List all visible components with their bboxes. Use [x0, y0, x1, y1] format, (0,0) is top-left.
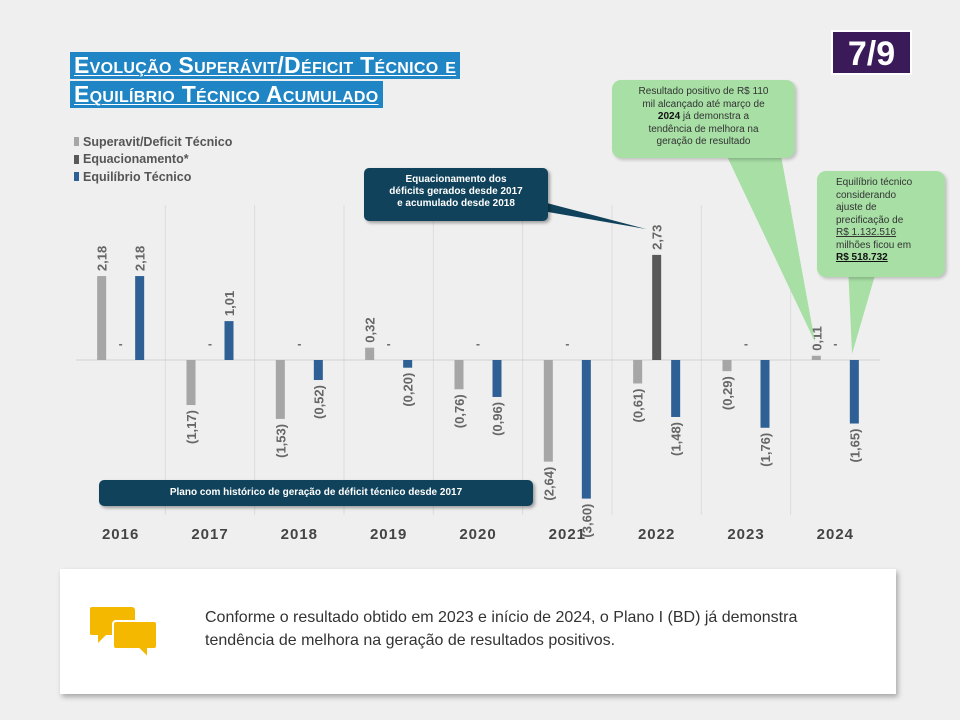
data-label: (1,53) — [273, 424, 288, 458]
x-tick-label: 2018 — [281, 526, 318, 543]
legend-swatch — [74, 154, 79, 164]
legend-swatch — [74, 172, 79, 182]
legend-label: Equilíbrio Técnico — [83, 169, 192, 184]
callout-historico: Plano com histórico de geração de défici… — [99, 480, 533, 506]
chat-bubbles-icon — [90, 607, 158, 661]
data-label: (1,17) — [184, 410, 199, 444]
conclusion-box: Conforme o resultado obtido em 2023 e in… — [60, 569, 896, 694]
callout-text: geração de resultado — [656, 136, 751, 147]
callout-text: Resultado positivo de R$ 110 — [638, 86, 769, 97]
callout-pointer — [724, 150, 815, 342]
callout-resultado: Resultado positivo de R$ 110 mil alcança… — [612, 80, 795, 158]
bar — [492, 360, 502, 397]
bar — [186, 360, 196, 406]
x-tick-label: 2016 — [102, 526, 139, 543]
bar — [811, 355, 821, 360]
data-label: 1,01 — [222, 291, 237, 316]
data-label: - — [297, 337, 301, 351]
bar — [313, 360, 323, 381]
data-label: (1,65) — [847, 429, 862, 463]
callout-text: Equacionamento dos — [405, 174, 507, 185]
bar — [365, 347, 375, 360]
x-tick-label: 2024 — [817, 526, 854, 543]
callout-pointer — [520, 196, 646, 229]
legend-label: Equacionamento* — [83, 152, 189, 167]
bar — [97, 276, 107, 360]
callout-text: considerando — [836, 189, 897, 201]
callout-text: mil alcançado até março de — [642, 98, 765, 110]
data-label: (0,96) — [490, 402, 505, 436]
x-tick-label: 2019 — [370, 526, 407, 543]
data-label: (0,76) — [452, 394, 467, 428]
data-label: - — [476, 337, 480, 351]
data-label: (1,76) — [758, 433, 773, 467]
conclusion-text: Conforme o resultado obtido em 2023 e in… — [205, 609, 798, 649]
title-line-2: Equilíbrio Técnico Acumulado — [70, 81, 383, 108]
chart-legend: Superavit/Deficit Técnico Equacionamento… — [74, 133, 232, 186]
callout-text: 2024 já demonstra a — [612, 111, 795, 124]
data-label: 2,18 — [95, 246, 110, 271]
data-label: (3,60) — [579, 504, 594, 538]
bar — [581, 360, 591, 499]
legend-swatch — [74, 137, 79, 147]
data-label: (2,64) — [541, 467, 556, 501]
data-label: 2,73 — [650, 225, 665, 250]
callout-text: tendência de melhora na — [648, 123, 759, 135]
legend-item-equacionamento: Equacionamento* — [74, 151, 232, 169]
callout-text: milhões ficou em — [836, 239, 912, 251]
bar — [135, 276, 145, 360]
data-label: (0,52) — [311, 385, 326, 419]
callout-text: ajuste de — [836, 202, 877, 213]
callout-text: Equilíbrio técnico — [836, 177, 913, 188]
bar — [633, 360, 643, 384]
bar — [403, 360, 413, 368]
callout-equacionamento: Equacionamento dos déficits gerados desd… — [364, 168, 548, 221]
legend-item-equilibrio: Equilíbrio Técnico — [74, 168, 232, 186]
data-label: - — [744, 337, 748, 351]
callout-text: e acumulado desde 2018 — [397, 198, 515, 209]
data-label: (1,48) — [669, 422, 684, 456]
callout-text: R$ 518.732 — [836, 252, 888, 263]
x-tick-label: 2020 — [459, 526, 496, 543]
legend-item-superavit: Superavit/Deficit Técnico — [74, 133, 232, 151]
callout-text: R$ 1.132.516 — [836, 227, 897, 238]
callout-text: Plano com histórico de geração de défici… — [169, 487, 463, 498]
data-label: (0,20) — [401, 373, 416, 407]
bar — [224, 321, 234, 360]
title-line-1: Evolução Superávit/Déficit Técnico e — [70, 52, 461, 79]
bar — [543, 360, 553, 462]
x-tick-label: 2021 — [549, 526, 586, 543]
callout-text: déficits gerados desde 2017 — [389, 186, 523, 197]
page-number-badge: 7/9 — [831, 30, 912, 75]
data-label: - — [565, 337, 569, 351]
data-label: (0,29) — [720, 376, 735, 410]
data-label: 0,32 — [363, 317, 378, 342]
data-label: - — [119, 337, 123, 351]
page-title: Evolução Superávit/Déficit Técnico e Equ… — [70, 52, 461, 108]
bar — [849, 360, 859, 424]
data-label: - — [387, 337, 391, 351]
x-tick-label: 2022 — [638, 526, 675, 543]
data-label: (0,61) — [631, 388, 646, 422]
callout-text: já demonstra a — [680, 111, 750, 122]
legend-label: Superavit/Deficit Técnico — [83, 134, 233, 149]
data-label: 2,18 — [133, 246, 148, 271]
callout-equilibrio: Equilíbrio técnico considerando ajuste d… — [817, 171, 945, 277]
callout-bold: 2024 — [657, 111, 681, 122]
bar — [454, 360, 464, 390]
x-tick-label: 2023 — [727, 526, 764, 543]
bar — [652, 254, 662, 360]
bar — [722, 360, 732, 372]
bar — [275, 360, 285, 419]
data-label: - — [208, 337, 212, 351]
bar — [760, 360, 770, 428]
x-tick-label: 2017 — [191, 526, 228, 543]
data-label: - — [833, 337, 837, 351]
callout-pointer — [848, 265, 878, 354]
callout-text: precificação de — [836, 214, 904, 226]
bar — [671, 360, 681, 417]
